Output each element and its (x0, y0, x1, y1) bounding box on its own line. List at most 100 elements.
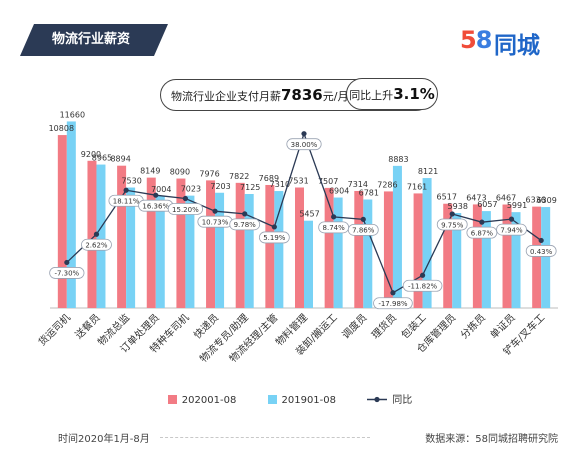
legend-swatch-2020 (167, 394, 177, 404)
data-label-2020: 7314 (348, 180, 368, 189)
yoy-label-bubble (167, 203, 204, 215)
bar-2020 (295, 187, 304, 308)
yoy-label-bubble (286, 138, 322, 151)
bar-2020 (532, 206, 542, 308)
yoy-point (419, 272, 426, 278)
bar-2020 (146, 177, 156, 308)
footer-period: 时间2020年1月-8月 (58, 434, 150, 445)
yoy-label-bubble (436, 218, 468, 231)
bar-2019 (304, 220, 313, 308)
data-label-2020: 7689 (259, 174, 279, 183)
bar-2020 (472, 204, 482, 308)
yoy-label-bubble (496, 223, 527, 236)
bar-2020 (354, 190, 364, 308)
yoy-label: 0.43% (530, 248, 553, 256)
bar-2019 (422, 178, 432, 308)
bar-2020 (235, 182, 245, 308)
category-label: 单证员 (488, 312, 518, 342)
tag-shape (20, 24, 168, 56)
bar-2019 (481, 211, 491, 308)
section-title: 物流行业薪资 (51, 32, 130, 47)
yoy-label: 15.20% (172, 206, 199, 214)
data-label-2020: 9200 (81, 150, 101, 159)
bar-2019 (185, 195, 195, 308)
yoy-point (212, 208, 218, 214)
category-label: 分拣员 (458, 311, 488, 341)
yoy-point (182, 195, 189, 202)
yoy-label: 38.00% (291, 141, 318, 149)
section-tag: 物流行业薪资 (20, 24, 168, 56)
yoy-label: 8.74% (323, 224, 346, 232)
legend-item-yoy: 同比 (367, 391, 412, 406)
data-label-2019: 5457 (299, 210, 319, 219)
yoy-label: 9.75% (441, 221, 464, 229)
data-label-2019: 7203 (210, 182, 230, 191)
bar-2020 (265, 184, 275, 308)
yoy-point (508, 216, 515, 222)
yoy-point (538, 237, 544, 244)
yoy-point (153, 192, 159, 198)
summary-pill: 物流行业企业支付月薪7836元/月 同比上升3.1% (160, 78, 438, 111)
yoy-label-bubble (229, 218, 261, 231)
bar-2019 (541, 207, 551, 308)
bar-2019 (452, 212, 462, 308)
bar-2019 (155, 195, 165, 308)
category-label: 包装工 (398, 311, 428, 341)
bar-2019 (96, 164, 106, 308)
bar-2019 (126, 187, 136, 308)
data-label-2020: 8894 (110, 155, 130, 164)
yoy-point (479, 219, 485, 225)
bar-2019 (215, 192, 225, 308)
yoy-label: -7.30% (54, 270, 79, 278)
data-label-2020: 8149 (140, 167, 160, 176)
footer-source: 数据来源：58同城招聘研究院 (425, 434, 558, 445)
yoy-label-bubble (258, 231, 290, 244)
avg-salary-summary: 物流行业企业支付月薪7836元/月 (171, 86, 349, 104)
yoy-label-bubble (525, 245, 557, 257)
bar-2019 (392, 165, 402, 308)
bar-2020 (324, 187, 334, 308)
yoy-point (64, 259, 70, 266)
bar-2019 (244, 194, 254, 308)
data-label-2020: 7531 (288, 177, 308, 186)
category-label: 调度员 (339, 311, 369, 341)
yoy-label: 9.78% (234, 221, 257, 229)
yoy-label: 16.36% (142, 202, 169, 210)
yoy-label-bubble (347, 223, 379, 236)
data-label-2019: 7530 (121, 177, 141, 186)
data-label-2020: 8090 (170, 168, 190, 177)
bar-2019 (511, 212, 521, 308)
yoy-summary: 同比上升3.1% (349, 85, 435, 103)
bar-2020 (502, 204, 512, 308)
legend-swatch-2019 (267, 394, 277, 404)
yoy-value: 3.1% (393, 85, 435, 103)
data-label-2019: 6309 (536, 196, 556, 205)
bar-2020 (206, 180, 216, 308)
yoy-point (301, 131, 307, 137)
category-label: 物流经理/主管 (226, 311, 280, 365)
bar-2019 (274, 191, 284, 308)
data-label-2019: 5938 (448, 202, 468, 211)
yoy-point (331, 214, 337, 220)
category-label: 快递员 (191, 311, 221, 341)
logo-text: 同城 (494, 33, 540, 59)
yoy-pill: 同比上升3.1% (346, 78, 438, 110)
data-label-2019: 7023 (181, 185, 201, 194)
yoy-label: -11.82% (408, 283, 438, 291)
bar-2019 (363, 199, 373, 308)
data-label-2019: 6057 (477, 200, 497, 209)
bar-2020 (383, 191, 393, 308)
yoy-point (93, 231, 100, 237)
yoy-point (242, 211, 248, 217)
legend-swatch-yoy (367, 396, 388, 402)
legend-item-2019: 201901-08 (267, 394, 336, 406)
yoy-label: 7.86% (352, 227, 375, 235)
yoy-point (449, 211, 455, 217)
data-label-2020: 10808 (49, 124, 74, 133)
data-label-2020: 7822 (229, 172, 249, 181)
data-label-2019: 8965 (92, 154, 112, 163)
yoy-label: 18.11% (113, 198, 140, 206)
bar-2020 (87, 160, 97, 308)
